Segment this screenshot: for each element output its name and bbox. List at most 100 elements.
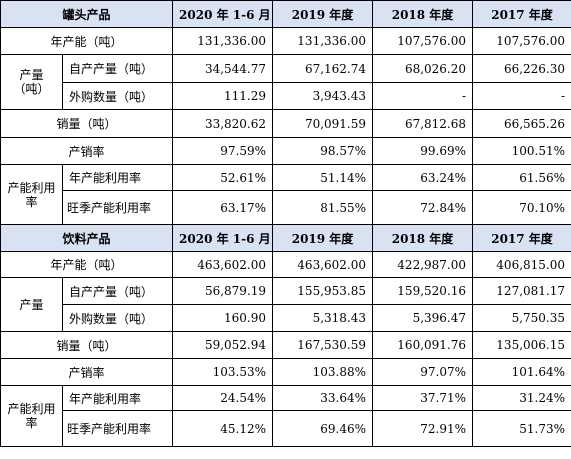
row-group-label: 产量（吨）	[0, 54, 63, 110]
table-cell: 131,336.00	[172, 27, 274, 55]
canned-self-row: 产量（吨） 自产产量（吨） 34,544.77 67,162.74 68,026…	[0, 54, 571, 110]
table-cell: 159,520.16	[372, 277, 474, 305]
table-cell: 37.71%	[372, 385, 474, 411]
row-label: 年产能利用率	[61, 164, 174, 191]
table-cell: 67,812.68	[372, 109, 474, 138]
table-cell: 422,987.00	[372, 251, 474, 278]
table-cell: 5,318.43	[272, 304, 374, 332]
table-cell: 97.59%	[172, 137, 274, 165]
row-group-label: 产能利用率	[0, 164, 63, 225]
drinks-ratio-row: 产销率 103.53% 103.88% 97.07% 101.64%	[0, 358, 571, 386]
table-cell: 463,602.00	[172, 251, 274, 278]
table-cell: 160.90	[172, 304, 274, 332]
column-header: 2018 年度	[372, 224, 474, 252]
table-cell: 98.57%	[272, 137, 374, 165]
table-cell: 135,006.15	[472, 331, 571, 359]
table-cell: 406,815.00	[472, 251, 571, 278]
column-header: 2019 年度	[272, 0, 374, 28]
row-label: 旺季产能利用率	[61, 190, 174, 225]
table-cell: 63.17%	[172, 190, 274, 225]
table-cell: 3,943.43	[272, 82, 374, 110]
column-header: 2019 年度	[272, 224, 374, 252]
row-label: 年产能（吨）	[0, 27, 174, 55]
table-cell: 67,162.74	[272, 54, 374, 83]
canned-peak-util-row: 旺季产能利用率 63.17% 81.55% 72.84% 70.10%	[1, 190, 571, 225]
table-cell: 5,750.35	[472, 304, 571, 332]
table-cell: 45.12%	[172, 410, 274, 447]
row-label: 年产能利用率	[61, 385, 174, 411]
table-cell: 103.88%	[272, 358, 374, 386]
drinks-self-row: 产量 自产产量（吨） 56,879.19 155,953.85 159,520.…	[0, 277, 571, 332]
table-cell: 34,544.77	[172, 54, 274, 83]
drinks-peak-util-row: 旺季产能利用率 45.12% 69.46% 72.91% 51.73%	[1, 410, 571, 447]
row-label: 销量（吨）	[0, 109, 174, 138]
table-cell: 72.84%	[372, 190, 474, 225]
table-cell: 66,226.30	[472, 54, 571, 83]
table-cell: 51.73%	[472, 410, 571, 447]
column-header: 2017 年度	[472, 0, 571, 28]
row-group-label: 产量	[0, 277, 63, 332]
table-cell: 33,820.62	[172, 109, 274, 138]
column-header: 2018 年度	[372, 0, 474, 28]
row-label: 年产能（吨）	[0, 251, 174, 278]
table-cell: 107,576.00	[372, 27, 474, 55]
table-cell: 97.07%	[372, 358, 474, 386]
section-title: 罐头产品	[0, 0, 174, 28]
row-label: 自产产量（吨）	[61, 277, 174, 305]
column-header: 2017 年度	[472, 224, 571, 252]
table-cell: 127,081.17	[472, 277, 571, 305]
drinks-sales-row: 销量（吨） 59,052.94 167,530.59 160,091.76 13…	[0, 331, 571, 359]
drinks-header-row: 饮料产品 2020 年 1-6 月 2019 年度 2018 年度 2017 年…	[0, 224, 571, 252]
canned-ratio-row: 产销率 97.59% 98.57% 99.69% 100.51%	[0, 137, 571, 165]
table-cell: 24.54%	[172, 385, 274, 411]
table-cell: 160,091.76	[372, 331, 474, 359]
table-cell: 101.64%	[472, 358, 571, 386]
column-header: 2020 年 1-6 月	[172, 224, 274, 252]
table-cell: 5,396.47	[372, 304, 474, 332]
section-title: 饮料产品	[0, 224, 174, 252]
row-label: 销量（吨）	[0, 331, 174, 359]
drinks-annual-util-row: 产能利用率 年产能利用率 24.54% 33.64% 37.71% 31.24%	[0, 385, 571, 447]
table-cell: 99.69%	[372, 137, 474, 165]
row-label: 产销率	[0, 137, 174, 165]
production-capacity-table: 罐头产品 2020 年 1-6 月 2019 年度 2018 年度 2017 年…	[0, 0, 571, 447]
table-cell: 68,026.20	[372, 54, 474, 83]
table-cell: 66,565.26	[472, 109, 571, 138]
table-cell: 155,953.85	[272, 277, 374, 305]
canned-sales-row: 销量（吨） 33,820.62 70,091.59 67,812.68 66,5…	[0, 109, 571, 138]
row-group-label: 产能利用率	[0, 385, 63, 447]
row-label: 外购数量（吨）	[61, 304, 174, 332]
table-cell: 131,336.00	[272, 27, 374, 55]
row-label: 旺季产能利用率	[61, 410, 174, 447]
table-cell: 111.29	[172, 82, 274, 110]
table-cell: 69.46%	[272, 410, 374, 447]
table-cell: 463,602.00	[272, 251, 374, 278]
table-cell: 51.14%	[272, 164, 374, 191]
row-label: 自产产量（吨）	[61, 54, 174, 83]
table-cell: 81.55%	[272, 190, 374, 225]
table-cell: 56,879.19	[172, 277, 274, 305]
column-header: 2020 年 1-6 月	[172, 0, 274, 28]
row-label: 产销率	[0, 358, 174, 386]
drinks-outsourced-row: 外购数量（吨） 160.90 5,318.43 5,396.47 5,750.3…	[1, 304, 571, 332]
table-cell: 61.56%	[472, 164, 571, 191]
table-cell: 167,530.59	[272, 331, 374, 359]
row-label: 外购数量（吨）	[61, 82, 174, 110]
table-cell: -	[372, 82, 474, 110]
table-cell: -	[472, 82, 571, 110]
table-cell: 33.64%	[272, 385, 374, 411]
table-cell: 70,091.59	[272, 109, 374, 138]
canned-header-row: 罐头产品 2020 年 1-6 月 2019 年度 2018 年度 2017 年…	[0, 0, 571, 28]
canned-capacity-row: 年产能（吨） 131,336.00 131,336.00 107,576.00 …	[0, 27, 571, 55]
table-cell: 52.61%	[172, 164, 274, 191]
table-cell: 63.24%	[372, 164, 474, 191]
table-cell: 103.53%	[172, 358, 274, 386]
table-cell: 70.10%	[472, 190, 571, 225]
drinks-capacity-row: 年产能（吨） 463,602.00 463,602.00 422,987.00 …	[0, 251, 571, 278]
table-cell: 72.91%	[372, 410, 474, 447]
table-cell: 31.24%	[472, 385, 571, 411]
canned-annual-util-row: 产能利用率 年产能利用率 52.61% 51.14% 63.24% 61.56%	[0, 164, 571, 225]
table-cell: 107,576.00	[472, 27, 571, 55]
table-cell: 100.51%	[472, 137, 571, 165]
canned-outsourced-row: 外购数量（吨） 111.29 3,943.43 - -	[1, 82, 571, 110]
